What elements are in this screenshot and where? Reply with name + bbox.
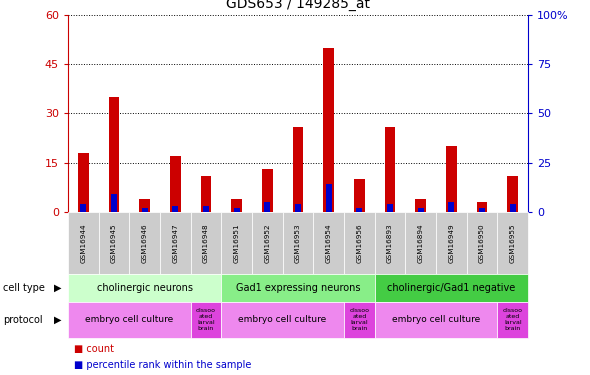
Text: ■ count: ■ count	[74, 344, 114, 354]
Bar	[139, 199, 150, 212]
Bar	[203, 206, 209, 212]
Text: embryo cell culture: embryo cell culture	[238, 315, 327, 324]
Bar	[262, 169, 273, 212]
Text: cholinergic neurons: cholinergic neurons	[97, 283, 192, 293]
Text: dissoo
ated
larval
brain: dissoo ated larval brain	[196, 309, 216, 331]
Text: GSM16946: GSM16946	[142, 223, 148, 262]
Bar	[172, 206, 178, 212]
Bar	[387, 204, 393, 212]
Text: GSM16950: GSM16950	[479, 223, 485, 262]
Text: GSM16956: GSM16956	[356, 223, 362, 262]
Bar	[142, 208, 148, 212]
Bar	[323, 48, 334, 212]
Text: GSM16949: GSM16949	[448, 223, 454, 262]
Text: Gad1 expressing neurons: Gad1 expressing neurons	[235, 283, 360, 293]
Text: GSM16944: GSM16944	[80, 223, 86, 262]
Text: GSM16951: GSM16951	[234, 223, 240, 262]
Text: GSM16947: GSM16947	[172, 223, 178, 262]
Bar	[80, 204, 86, 212]
Bar	[415, 199, 426, 212]
Text: ▶: ▶	[54, 315, 62, 325]
Title: GDS653 / 149285_at: GDS653 / 149285_at	[226, 0, 370, 11]
Bar	[201, 176, 211, 212]
Text: ▶: ▶	[54, 283, 62, 293]
Bar	[234, 208, 240, 212]
Text: embryo cell culture: embryo cell culture	[85, 315, 173, 324]
Bar	[418, 208, 424, 212]
Text: GSM16948: GSM16948	[203, 223, 209, 262]
Bar	[78, 153, 88, 212]
Text: protocol: protocol	[3, 315, 42, 325]
Text: dissoo
ated
larval
brain: dissoo ated larval brain	[349, 309, 369, 331]
Bar	[510, 204, 516, 212]
Text: GSM16953: GSM16953	[295, 223, 301, 262]
Bar	[293, 127, 303, 212]
Bar	[326, 184, 332, 212]
Bar	[231, 199, 242, 212]
Bar	[477, 202, 487, 212]
Text: GSM16952: GSM16952	[264, 223, 270, 262]
Text: GSM16955: GSM16955	[510, 223, 516, 262]
Bar	[295, 204, 301, 212]
Text: GSM16893: GSM16893	[387, 223, 393, 262]
Bar	[109, 97, 119, 212]
Text: cholinergic/Gad1 negative: cholinergic/Gad1 negative	[387, 283, 516, 293]
Bar	[507, 176, 518, 212]
Text: GSM16945: GSM16945	[111, 223, 117, 262]
Bar	[446, 146, 457, 212]
Bar	[264, 202, 270, 212]
Text: dissoo
ated
larval
brain: dissoo ated larval brain	[503, 309, 523, 331]
Text: GSM16894: GSM16894	[418, 223, 424, 262]
Bar	[111, 194, 117, 212]
Bar	[170, 156, 181, 212]
Text: ■ percentile rank within the sample: ■ percentile rank within the sample	[74, 360, 251, 369]
Bar	[448, 202, 454, 212]
Bar	[479, 208, 485, 212]
Bar	[385, 127, 395, 212]
Bar	[356, 208, 362, 212]
Text: GSM16954: GSM16954	[326, 223, 332, 262]
Text: cell type: cell type	[3, 283, 45, 293]
Text: embryo cell culture: embryo cell culture	[392, 315, 480, 324]
Bar	[354, 179, 365, 212]
